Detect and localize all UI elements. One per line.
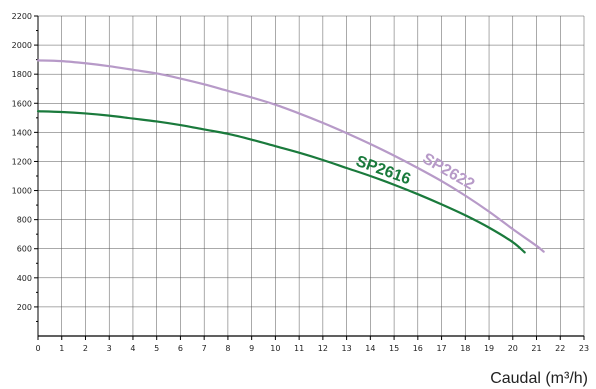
x-tick-label: 6 xyxy=(178,344,183,353)
x-tick-label: 17 xyxy=(436,344,446,353)
x-tick-label: 14 xyxy=(365,344,375,353)
x-tick-label: 2 xyxy=(83,344,88,353)
x-tick-labels: 0 1 2 3 4 5 6 7 8 9 10 11 12 13 14 15 16 17 18 19 20 21 22 23 xyxy=(35,344,589,353)
x-tick-label: 0 xyxy=(35,344,40,353)
x-tick-label: 13 xyxy=(342,344,352,353)
y-tick-label: 1400 xyxy=(12,128,32,137)
grid xyxy=(37,15,585,336)
x-tick-label: 23 xyxy=(579,344,589,353)
x-tick-label: 16 xyxy=(413,344,423,353)
axes xyxy=(34,15,585,340)
series-lines xyxy=(36,59,545,254)
x-tick-label: 3 xyxy=(107,344,112,353)
x-tick-label: 19 xyxy=(484,344,494,353)
y-tick-label: 800 xyxy=(17,216,32,225)
x-tick-label: 10 xyxy=(270,344,280,353)
x-tick-label: 15 xyxy=(389,344,399,353)
series-label-sp2622: SP2622 xyxy=(419,150,477,193)
series-line-sp2622 xyxy=(36,59,545,253)
x-tick-label: 5 xyxy=(154,344,159,353)
x-tick-label: 21 xyxy=(531,344,541,353)
x-tick-label: 4 xyxy=(130,344,135,353)
y-tick-label: 1600 xyxy=(12,99,32,108)
x-tick-label: 11 xyxy=(294,344,304,353)
series-label-sp2616: SP2616 xyxy=(354,153,413,188)
y-tick-label: 1200 xyxy=(12,157,32,166)
series-line-sp2616 xyxy=(36,110,526,254)
y-tick-label: 2000 xyxy=(12,41,32,50)
x-tick-label: 12 xyxy=(318,344,328,353)
y-tick-labels: 200 400 600 800 1000 1200 1400 1600 1800 2000 2200 xyxy=(12,12,32,312)
y-tick-label: 600 xyxy=(17,245,32,254)
y-tick-label: 2200 xyxy=(12,12,32,21)
y-tick-label: 1800 xyxy=(12,70,32,79)
x-tick-label: 8 xyxy=(225,344,230,353)
x-tick-label: 9 xyxy=(249,344,254,353)
x-tick-label: 18 xyxy=(460,344,470,353)
x-tick-label: 22 xyxy=(555,344,565,353)
x-axis-title: Caudal (m³/h) xyxy=(490,370,588,387)
y-tick-label: 200 xyxy=(17,303,32,312)
y-tick-label: 400 xyxy=(17,274,32,283)
x-tick-label: 7 xyxy=(202,344,207,353)
y-tick-label: 1000 xyxy=(12,187,32,196)
x-tick-label: 1 xyxy=(59,344,64,353)
x-tick-label: 20 xyxy=(508,344,518,353)
